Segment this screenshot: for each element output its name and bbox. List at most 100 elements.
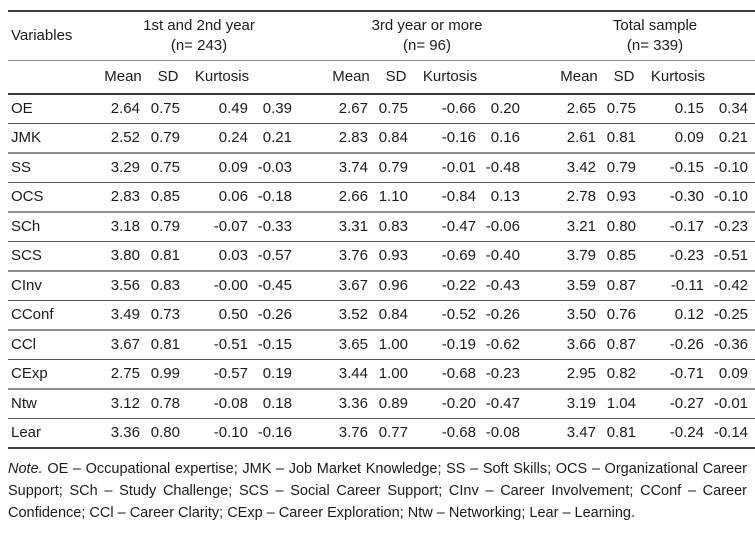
sd-header: SD (148, 60, 188, 95)
stat-value-cell: 3.36 (110, 424, 140, 441)
stat-value-cell: 3.42 (566, 159, 596, 176)
stat-value-cell: 3.79 (566, 247, 596, 264)
stat-value-cell: 0.09 (218, 159, 248, 176)
column-spacer (528, 212, 554, 242)
stat-value-cell: 0.09 (674, 129, 704, 146)
stat-value-cell: 3.12 (110, 395, 140, 412)
stat-value-cell: 0.09 (718, 365, 749, 382)
column-spacer (528, 330, 554, 360)
stat-value-cell: 3.76 (338, 247, 368, 264)
table-row: CConf 3.49 0.73 0.50 -0.26 3.52 0.84 -0.52 -0.26… (8, 301, 755, 330)
stat-value-cell: 0.15 (674, 100, 704, 117)
stat-value-cell: 0.06 (218, 188, 248, 205)
group-header-total-sample: Total sample (n= 339) (554, 10, 755, 61)
table-row: OCS 2.83 0.85 0.06 -0.18 2.66 1.10 -0.84 0.13 2.7… (8, 183, 755, 212)
stat-value-cell: 2.61 (566, 129, 596, 146)
stat-value-cell: 0.93 (378, 247, 408, 264)
stat-value-cell: 0.87 (606, 277, 636, 294)
kurtosis-header: Kurtosis (188, 60, 256, 95)
stat-value-cell: 0.20 (490, 100, 520, 117)
stat-value-cell: -0.20 (441, 395, 476, 412)
stat-value-cell: 0.81 (606, 424, 636, 441)
stat-value-cell: 0.73 (150, 306, 180, 323)
stat-value-cell: -0.62 (485, 336, 520, 353)
variable-cell: JMK (11, 129, 41, 146)
table-row: SCh 3.18 0.79 -0.07 -0.33 3.31 0.83 -0.47 -0.06 3… (8, 212, 755, 242)
column-spacer (300, 360, 326, 390)
variable-cell: SCS (11, 247, 42, 264)
stat-value-cell: 0.75 (150, 100, 180, 117)
stat-value-cell: 0.39 (262, 100, 292, 117)
stat-value-cell: -0.51 (213, 336, 248, 353)
table-body: OE 2.64 0.75 0.49 0.39 2.67 0.75 -0.66 0.20 2.65 0… (8, 94, 755, 448)
stat-value-cell: 3.47 (566, 424, 596, 441)
stat-value-cell: -0.10 (713, 159, 749, 176)
note-prefix: Note. (8, 461, 43, 477)
table-row: CInv 3.56 0.83 -0.00 -0.45 3.67 0.96 -0.22 -0.43… (8, 271, 755, 301)
stat-value-cell: 3.74 (338, 159, 368, 176)
stat-value-cell: 0.12 (674, 306, 704, 323)
stat-value-cell: -0.22 (441, 277, 476, 294)
stat-value-cell: 3.67 (110, 336, 140, 353)
stat-value-cell: 0.81 (150, 247, 180, 264)
stat-value-cell: 3.50 (566, 306, 596, 323)
stat-value-cell: 1.10 (378, 188, 408, 205)
stat-value-cell: 0.19 (262, 365, 292, 382)
column-spacer (300, 389, 326, 419)
stat-value-cell: 0.81 (606, 129, 636, 146)
stat-value-cell: -0.23 (669, 247, 704, 264)
column-spacer (528, 10, 554, 61)
stat-value-cell: 3.31 (338, 218, 368, 235)
variable-cell: Ntw (11, 395, 37, 412)
group-n-label: (n= 339) (626, 36, 684, 54)
stat-value-cell: -0.26 (257, 306, 292, 323)
column-spacer (528, 242, 554, 272)
column-spacer (528, 153, 554, 183)
stat-value-cell: 0.85 (606, 247, 636, 264)
group-n-label: (n= 96) (403, 36, 451, 54)
stat-value-cell: -0.08 (485, 424, 520, 441)
stat-value-cell: -0.43 (485, 277, 520, 294)
stat-value-cell: -0.17 (669, 218, 704, 235)
column-spacer (528, 389, 554, 419)
stat-value-cell: 0.93 (606, 188, 636, 205)
stat-value-cell: 3.59 (566, 277, 596, 294)
column-spacer (300, 153, 326, 183)
stat-value-cell: -0.16 (257, 424, 292, 441)
stat-value-cell: -0.47 (485, 395, 520, 412)
stat-value-cell: -0.69 (441, 247, 476, 264)
stat-value-cell: 2.95 (566, 365, 596, 382)
stat-value-cell: 0.80 (606, 218, 636, 235)
stat-value-cell: -0.30 (669, 188, 704, 205)
stat-value-cell: 0.79 (378, 159, 408, 176)
stat-value-cell: 0.77 (378, 424, 408, 441)
column-spacer (528, 360, 554, 390)
stat-value-cell: -0.84 (441, 188, 476, 205)
stat-value-cell: 2.83 (110, 188, 140, 205)
column-spacer (528, 124, 554, 154)
variables-header: Variables (8, 10, 98, 61)
variable-cell: CConf (11, 306, 54, 323)
stat-value-cell: -0.19 (441, 336, 476, 353)
variable-cell: OCS (11, 188, 44, 205)
stat-value-cell: -0.42 (713, 277, 749, 294)
column-spacer (300, 242, 326, 272)
empty-header-cell (8, 60, 98, 95)
column-spacer (300, 10, 326, 61)
stat-value-cell: -0.01 (713, 395, 749, 412)
stat-value-cell: 1.04 (606, 395, 636, 412)
sd-header: SD (376, 60, 416, 95)
stat-value-cell: -0.52 (441, 306, 476, 323)
stat-value-cell: 0.75 (150, 159, 180, 176)
stat-value-cell: 0.75 (378, 100, 408, 117)
stat-value-cell: 0.79 (606, 159, 636, 176)
mean-header: Mean (98, 60, 148, 95)
table-row: SS 3.29 0.75 0.09 -0.03 3.74 0.79 -0.01 -0.48 3.4… (8, 153, 755, 183)
stat-value-cell: -0.16 (441, 129, 476, 146)
stat-value-cell: 0.50 (218, 306, 248, 323)
stat-value-cell: 2.64 (110, 100, 140, 117)
table-header: Variables 1st and 2nd year (n= 243) 3rd … (8, 10, 755, 95)
stat-value-cell: -0.36 (713, 336, 749, 353)
stat-value-cell: 2.83 (338, 129, 368, 146)
stat-value-cell: 3.36 (338, 395, 368, 412)
